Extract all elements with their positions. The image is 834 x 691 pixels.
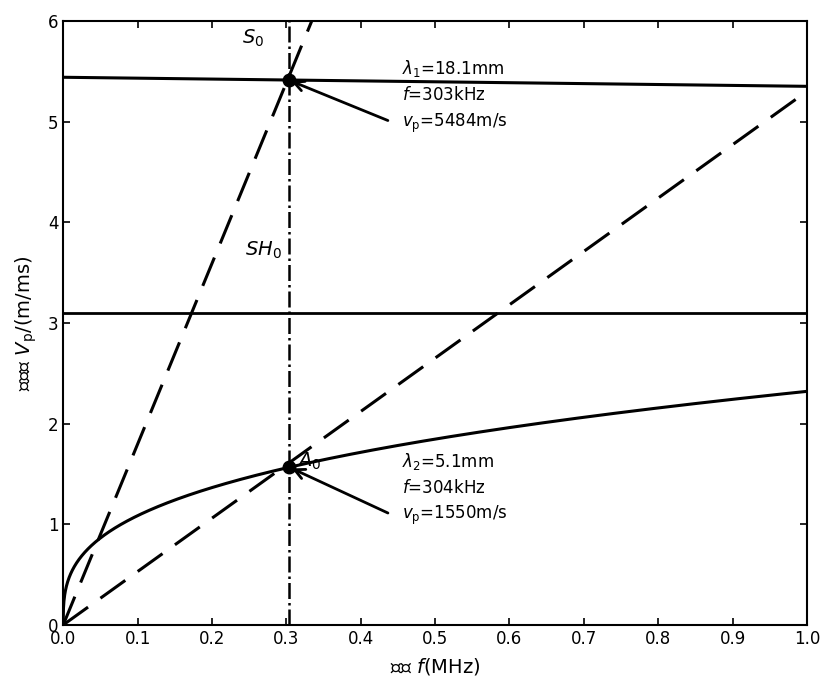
Y-axis label: 相速度 $V_{\rm p}$/(m/ms): 相速度 $V_{\rm p}$/(m/ms) xyxy=(14,255,39,390)
Text: $A_0$: $A_0$ xyxy=(298,451,322,473)
Text: $\lambda_2$=5.1mm
$f$=304kHz
$v_{\rm p}$=1550m/s: $\lambda_2$=5.1mm $f$=304kHz $v_{\rm p}$… xyxy=(402,451,507,527)
Text: $SH_0$: $SH_0$ xyxy=(245,240,282,261)
X-axis label: 频率 $f$(MHz): 频率 $f$(MHz) xyxy=(389,656,480,677)
Text: $S_0$: $S_0$ xyxy=(242,28,264,49)
Text: $\lambda_1$=18.1mm
$f$=303kHz
$v_{\rm p}$=5484m/s: $\lambda_1$=18.1mm $f$=303kHz $v_{\rm p}… xyxy=(402,58,507,135)
